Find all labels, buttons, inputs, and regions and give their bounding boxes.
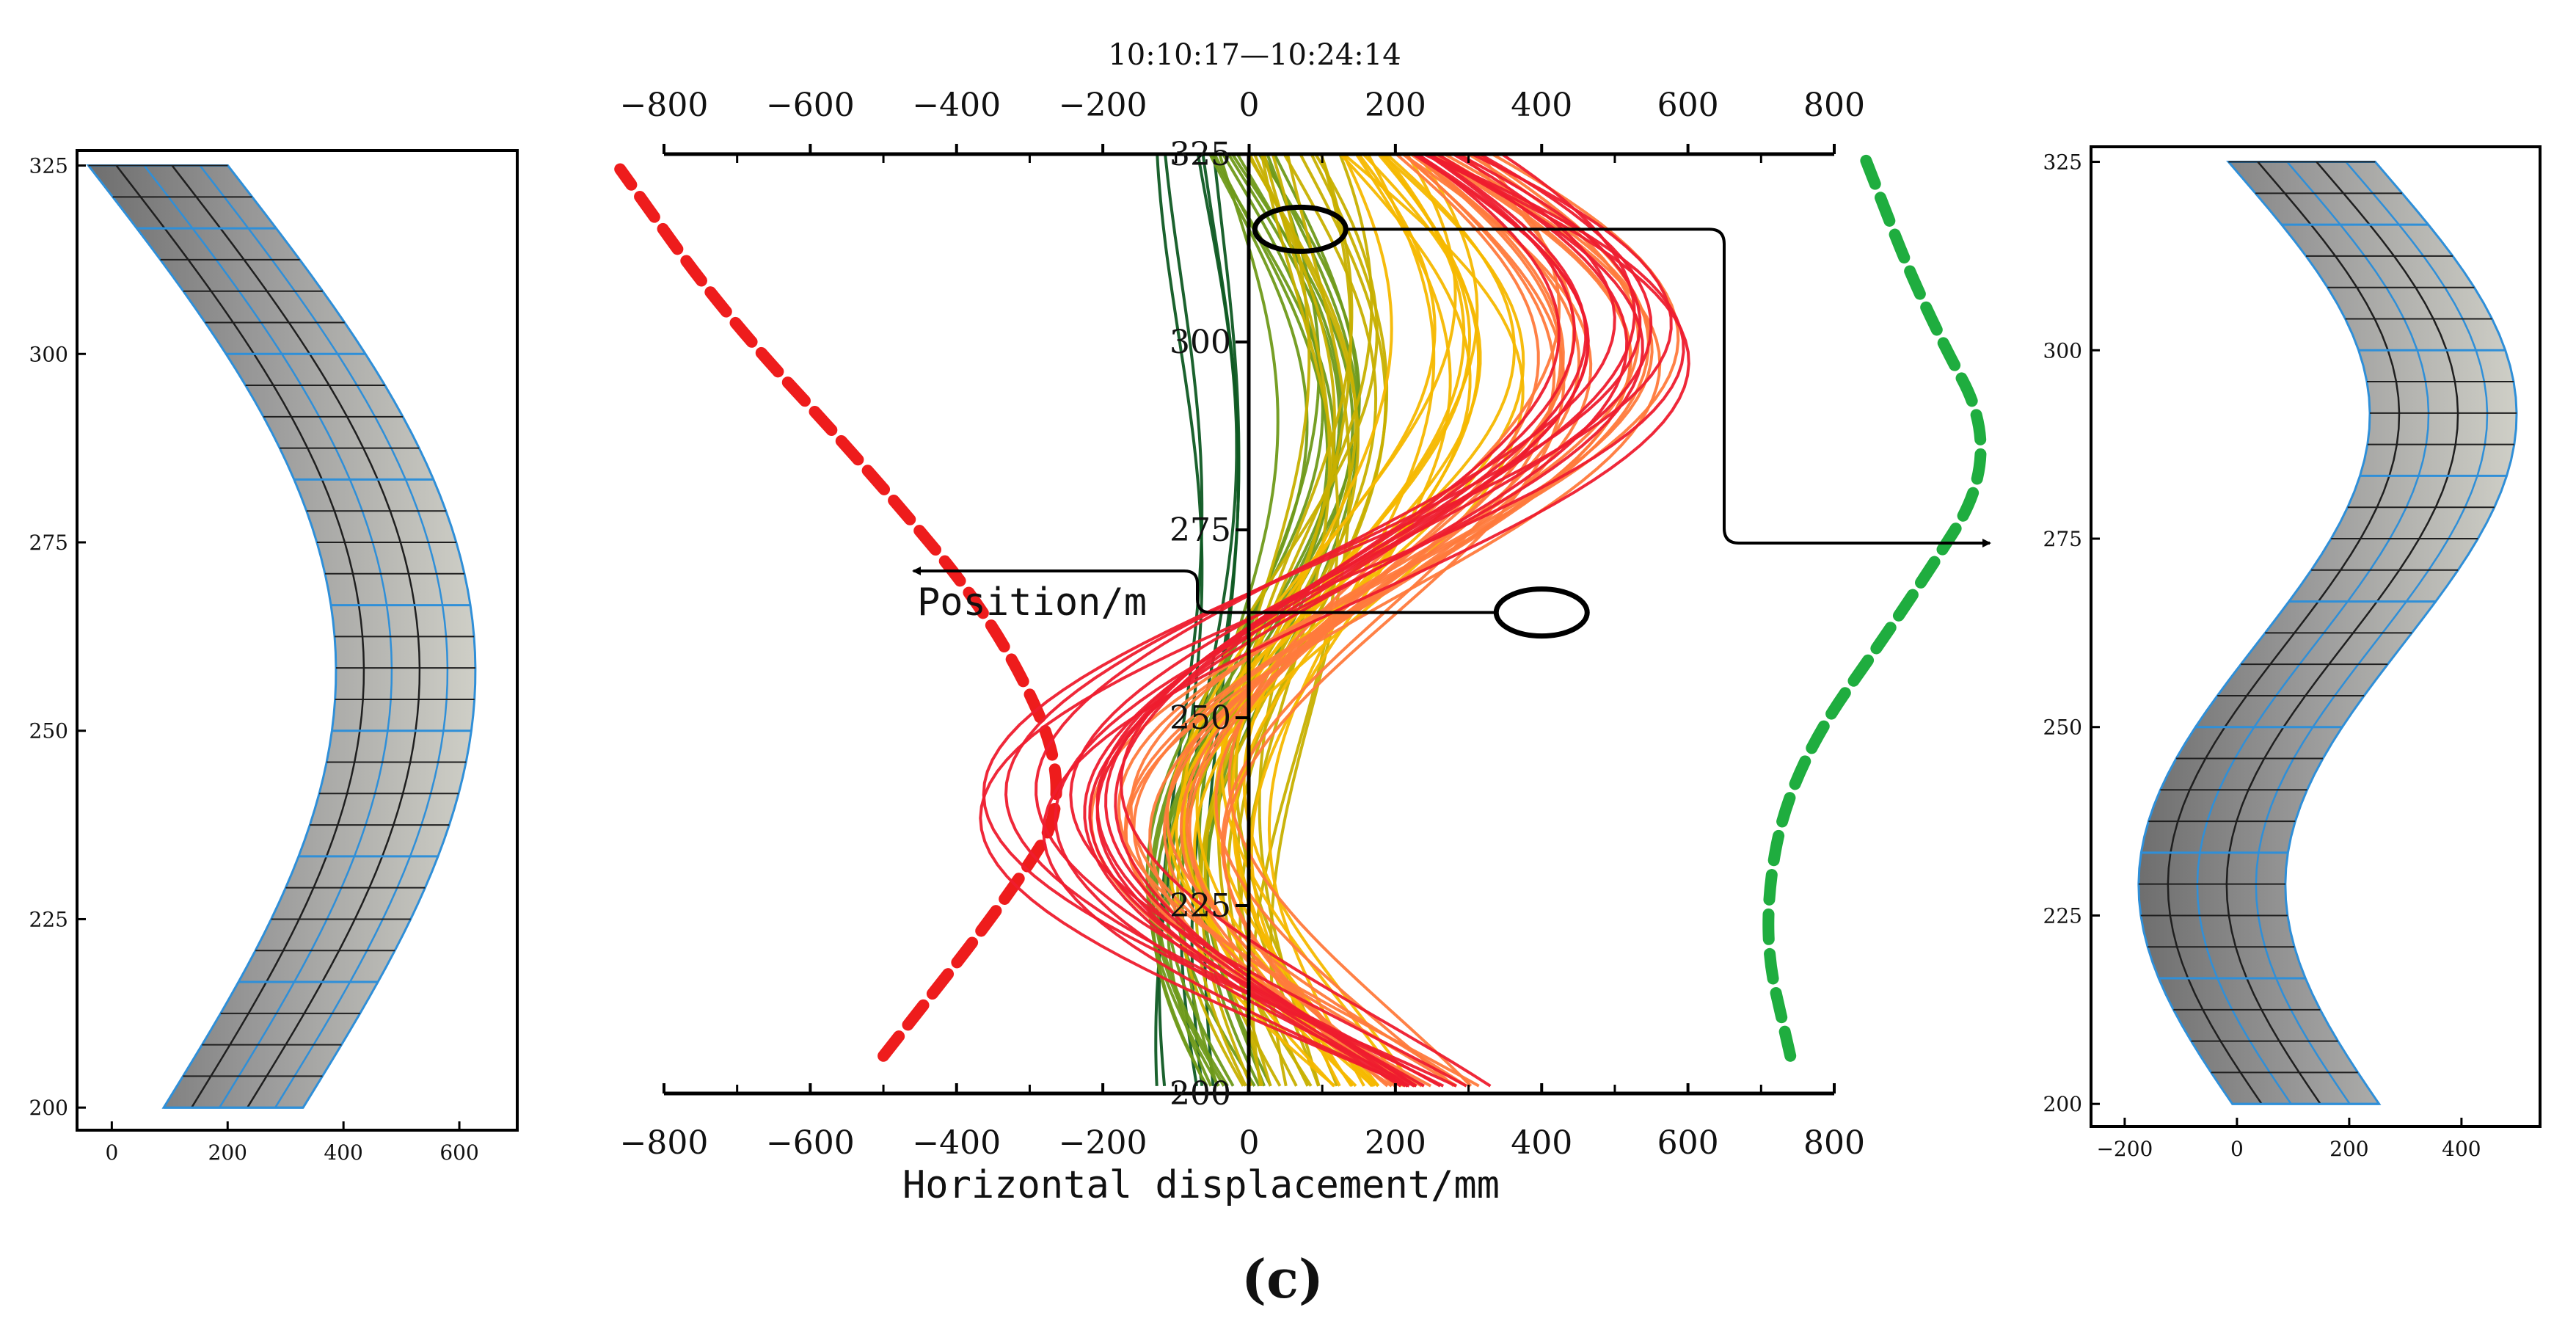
envelope-left-dashed	[614, 163, 1062, 1062]
left-panel-frame	[76, 149, 519, 1132]
series-line-early	[1154, 153, 1204, 1086]
y-tick-label: 200	[29, 1096, 68, 1120]
y-tick-label: 275	[1170, 512, 1231, 549]
y-tick-label: 200	[2043, 1092, 2082, 1116]
y-tick-label: 325	[1170, 136, 1231, 173]
y-tick-label: 325	[2043, 150, 2082, 175]
x-tick-label-bottom: 0	[1239, 1124, 1260, 1162]
x-tick-label: 0	[105, 1140, 118, 1165]
series-line-final	[979, 153, 1685, 1088]
left-y-axis-ticks: 200 225 250 275 300 325	[29, 154, 86, 1120]
x-tick-label: 400	[324, 1140, 362, 1165]
x-tick-label-top: 400	[1511, 87, 1572, 124]
y-tick-label: 300	[2043, 338, 2082, 363]
annotations	[912, 204, 1991, 639]
x-tick-label-bottom: −800	[620, 1124, 709, 1162]
y-tick-label: 300	[29, 342, 68, 366]
envelope-curves	[614, 148, 1987, 1062]
x-tick-label: 200	[208, 1140, 247, 1165]
right-panel-frame	[2090, 145, 2542, 1128]
center-axes: −800−800−600−600−400−400−200−20000200200…	[620, 87, 1865, 1162]
y-tick-label: 225	[1170, 887, 1231, 925]
y-tick-label: 225	[2043, 903, 2082, 928]
x-tick-label-top: −800	[620, 87, 709, 124]
envelope-right-dashed	[1762, 148, 1987, 1062]
y-tick-label: 250	[29, 719, 68, 743]
x-tick-label-bottom: −200	[1059, 1124, 1147, 1162]
series-line-mid	[1216, 153, 1311, 1087]
x-tick-label-top: −200	[1059, 87, 1147, 124]
left-mesh-column	[86, 164, 477, 1109]
x-tick-label: −200	[2096, 1137, 2153, 1161]
x-tick-label-bottom: 400	[1511, 1124, 1572, 1162]
ellipse-mid	[1493, 586, 1590, 639]
right-mesh-column	[2137, 161, 2518, 1105]
x-tick-label: 400	[2442, 1137, 2481, 1161]
center-chart: 10:10:17—10:24:14 −800 −800 −600 −600 −400 −4…	[614, 38, 1991, 1207]
chart-title: 10:10:17—10:24:14	[1108, 38, 1401, 72]
x-tick-label-bottom: −400	[912, 1124, 1001, 1162]
y-tick-label: 275	[29, 531, 68, 555]
right-y-axis-ticks: 200 225 250 275 300 325	[2043, 150, 2100, 1116]
series-line-mid-late	[1249, 153, 1452, 1087]
displacement-series	[979, 153, 1690, 1088]
y-axis-label: Position/m	[917, 581, 1147, 625]
y-tick-label: 300	[1170, 324, 1231, 361]
x-tick-label-top: 0	[1239, 87, 1260, 124]
series-line-final	[982, 153, 1673, 1088]
y-tick-label: 250	[1170, 699, 1231, 737]
x-axis-label: Horizontal displacement/mm	[902, 1163, 1500, 1207]
x-tick-label: 600	[439, 1140, 478, 1165]
x-tick-label: 0	[2230, 1137, 2244, 1161]
x-tick-label: 200	[2329, 1137, 2368, 1161]
left-x-axis-ticks: 0 200 400 600	[105, 1121, 479, 1165]
x-tick-label-bottom: 800	[1803, 1124, 1865, 1162]
x-tick-label-top: −400	[912, 87, 1001, 124]
series-line-final	[1004, 153, 1642, 1088]
right-mesh-panel: 200 225 250 275 300 325 −200 0 200 400	[2043, 145, 2542, 1161]
x-tick-label-bottom: 200	[1365, 1124, 1426, 1162]
left-mesh-panel: 200 225 250 275 300 325 0 200 400 600	[29, 149, 519, 1165]
arrow-to-left	[912, 567, 1497, 614]
arrow-to-right-panel	[1346, 228, 1991, 547]
y-tick-label: 325	[29, 154, 68, 178]
x-tick-label-bottom: −600	[766, 1124, 855, 1162]
x-tick-label-top: −600	[766, 87, 855, 124]
x-tick-label-top: 800	[1803, 87, 1865, 124]
y-tick-label: 200	[1170, 1075, 1231, 1113]
x-tick-label-top: 600	[1657, 87, 1719, 124]
right-x-axis-ticks: −200 0 200 400	[2096, 1118, 2481, 1161]
y-tick-label: 275	[2043, 527, 2082, 551]
series-line-final	[1095, 153, 1588, 1088]
figure-caption: (c)	[1241, 1248, 1324, 1310]
y-tick-label: 225	[29, 907, 68, 931]
series-line-final	[1035, 153, 1616, 1088]
y-tick-label: 250	[2043, 716, 2082, 740]
x-tick-label-bottom: 600	[1657, 1124, 1719, 1162]
series-line-mid-late	[1195, 153, 1472, 1088]
x-tick-label-top: 200	[1365, 87, 1426, 124]
series-line-final	[1088, 153, 1629, 1088]
series-line-late	[1179, 153, 1540, 1088]
